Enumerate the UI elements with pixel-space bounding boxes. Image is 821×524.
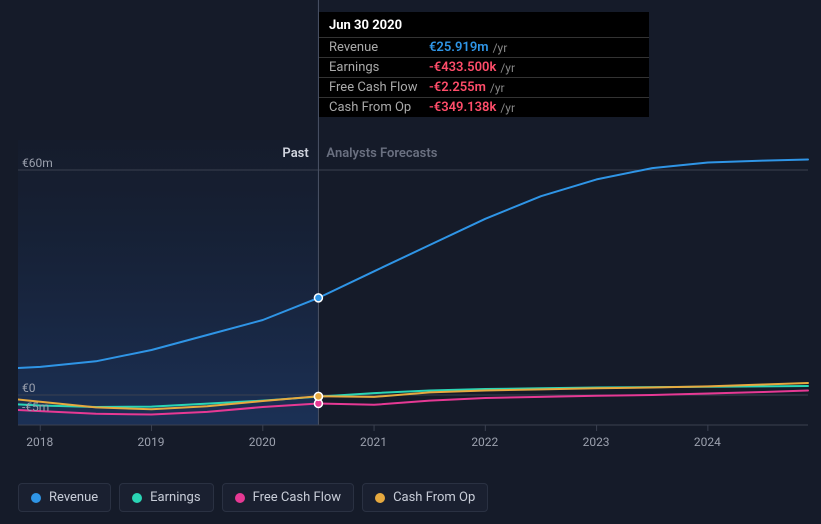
tooltip-row-unit: /yr [500,101,515,115]
y-tick-label: -€5m [22,400,49,414]
tooltip-row: Revenue€25.919m/yr [319,37,649,57]
legend-swatch [31,493,41,503]
legend-item-cfo[interactable]: Cash From Op [362,483,488,512]
tooltip-row-unit: /yr [500,61,515,75]
tooltip-row-value: -€2.255m [429,80,486,95]
tooltip-row: Free Cash Flow-€2.255m/yr [319,77,649,97]
tooltip-row-value: €25.919m [429,40,489,55]
x-tick-label: 2019 [138,435,165,449]
tooltip-row-label: Free Cash Flow [329,80,429,95]
x-tick-label: 2023 [583,435,610,449]
x-tick-label: 2024 [694,435,721,449]
hover-tooltip: Jun 30 2020 Revenue€25.919m/yrEarnings-€… [319,12,649,117]
legend-item-earnings[interactable]: Earnings [119,483,213,512]
legend-label: Free Cash Flow [253,490,341,505]
tooltip-row-value: -€349.138k [429,100,496,115]
legend-item-fcf[interactable]: Free Cash Flow [222,483,354,512]
x-tick-label: 2018 [26,435,53,449]
section-label-forecast: Analysts Forecasts [326,146,437,161]
tooltip-row-label: Cash From Op [329,100,429,115]
tooltip-date: Jun 30 2020 [319,12,649,37]
tooltip-row: Earnings-€433.500k/yr [319,57,649,77]
x-tick-label: 2020 [249,435,276,449]
legend-label: Cash From Op [393,490,475,505]
y-tick-label: €60m [22,156,53,170]
legend-item-revenue[interactable]: Revenue [18,483,111,512]
tooltip-row-value: -€433.500k [429,60,496,75]
legend-label: Revenue [49,490,98,505]
tooltip-row-unit: /yr [493,41,508,55]
y-tick-label: €0 [22,381,36,395]
tooltip-row: Cash From Op-€349.138k/yr [319,97,649,117]
legend-swatch [235,493,245,503]
tooltip-row-unit: /yr [490,81,505,95]
legend: Revenue Earnings Free Cash Flow Cash From O… [18,483,488,512]
tooltip-row-label: Revenue [329,40,429,55]
legend-swatch [375,493,385,503]
legend-label: Earnings [150,490,200,505]
legend-swatch [132,493,142,503]
section-label-past: Past [282,146,308,161]
tooltip-row-label: Earnings [329,60,429,75]
x-tick-label: 2022 [471,435,498,449]
x-tick-label: 2021 [360,435,387,449]
